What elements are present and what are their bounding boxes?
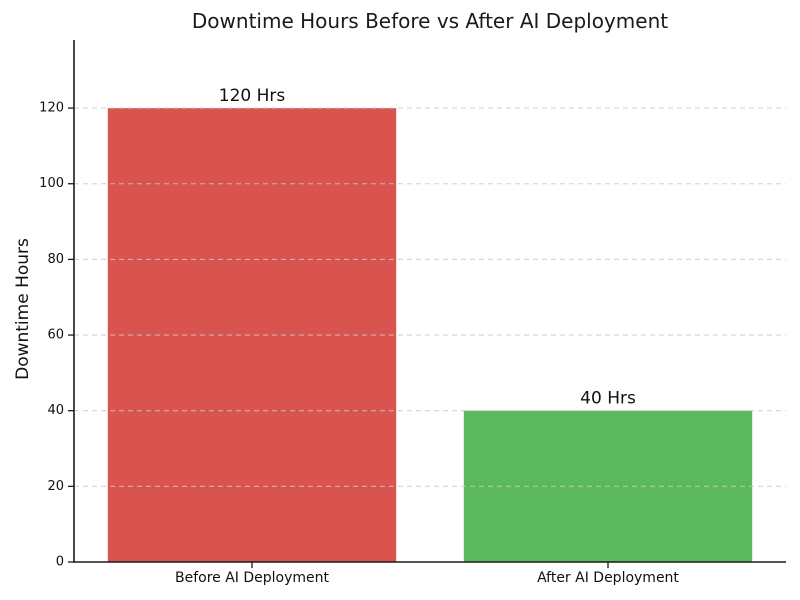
y-tick-label: 100 [39,176,64,191]
y-tick-label: 120 [39,101,64,116]
y-tick-label: 20 [47,479,64,494]
y-tick-label: 80 [47,252,64,267]
bar-value-label: 120 Hrs [219,86,286,106]
y-tick-label: 0 [56,555,64,570]
x-tick-label: After AI Deployment [537,570,679,586]
bar-value-label: 40 Hrs [580,389,636,409]
y-tick-label: 40 [47,403,64,418]
chart-title: Downtime Hours Before vs After AI Deploy… [191,9,669,33]
bar-1 [107,108,397,562]
x-tick-label: Before AI Deployment [175,570,330,586]
y-tick-label: 60 [47,328,64,343]
